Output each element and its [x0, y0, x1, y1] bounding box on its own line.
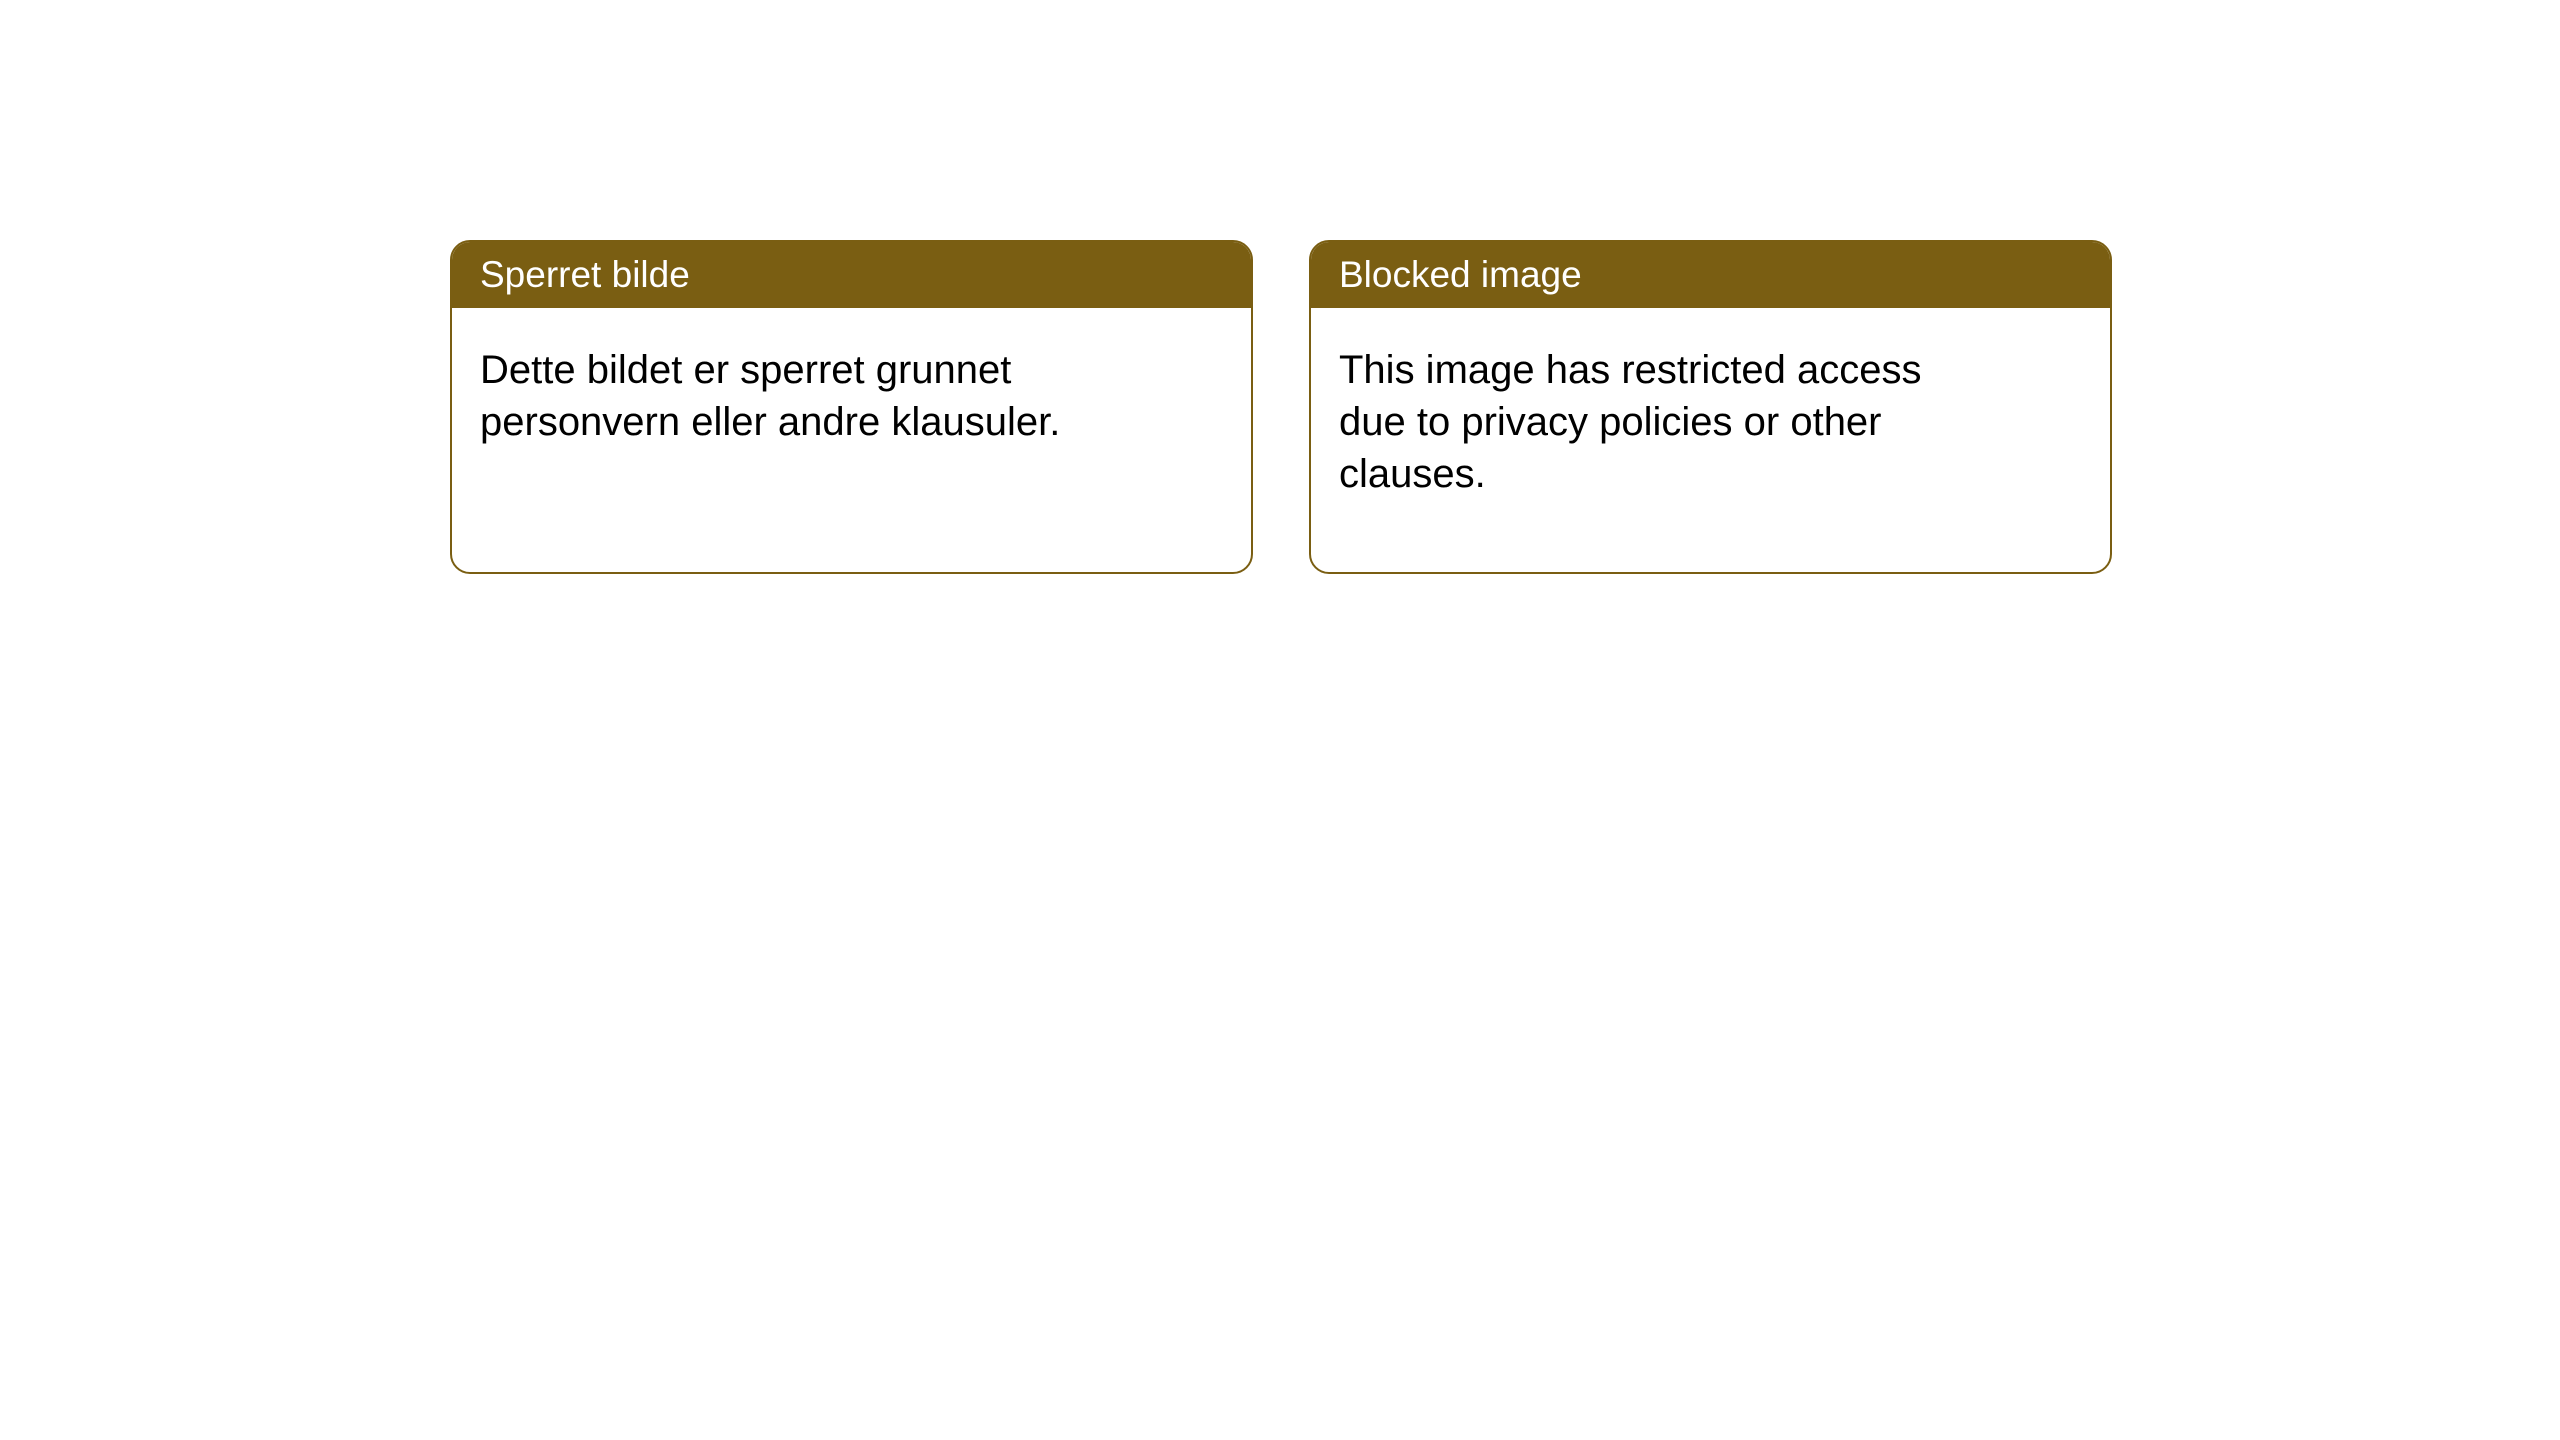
notice-header: Blocked image [1311, 242, 2110, 308]
notice-card-english: Blocked image This image has restricted … [1309, 240, 2112, 574]
notice-message: This image has restricted access due to … [1339, 348, 1921, 496]
notice-title: Sperret bilde [480, 254, 690, 295]
notice-message: Dette bildet er sperret grunnet personve… [480, 348, 1060, 444]
notice-body: Dette bildet er sperret grunnet personve… [452, 308, 1132, 484]
notice-body: This image has restricted access due to … [1311, 308, 1991, 536]
notice-title: Blocked image [1339, 254, 1582, 295]
notice-card-norwegian: Sperret bilde Dette bildet er sperret gr… [450, 240, 1253, 574]
notice-header: Sperret bilde [452, 242, 1251, 308]
notice-container: Sperret bilde Dette bildet er sperret gr… [0, 0, 2560, 574]
